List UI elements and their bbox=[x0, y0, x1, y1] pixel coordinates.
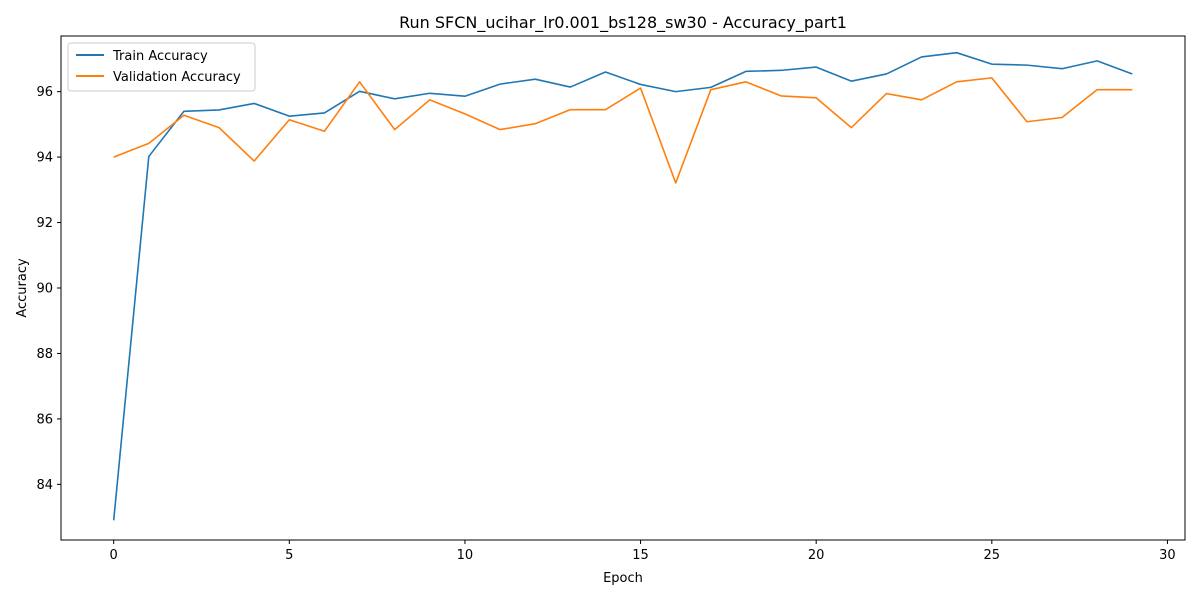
train-accuracy-line bbox=[112, 51, 1133, 521]
series-layer bbox=[112, 51, 1133, 521]
y-tick-label: 86 bbox=[36, 412, 53, 427]
y-tick-label: 92 bbox=[36, 216, 53, 231]
x-tick-label: 30 bbox=[1159, 548, 1176, 563]
x-axis-ticks: 0 5 10 15 20 25 30 bbox=[110, 540, 1176, 563]
y-tick-label: 94 bbox=[36, 151, 53, 166]
x-tick-label: 10 bbox=[457, 548, 474, 563]
y-axis-label: Accuracy bbox=[15, 258, 30, 318]
legend-box bbox=[67, 42, 256, 92]
x-axis-label: Epoch bbox=[603, 571, 643, 586]
validation-accuracy-line bbox=[113, 77, 1133, 184]
chart-title: Run SFCN_ucihar_lr0.001_bs128_sw30 - Acc… bbox=[399, 13, 847, 33]
x-tick-label: 5 bbox=[285, 548, 293, 563]
legend: Train Accuracy Validation Accuracy bbox=[67, 42, 256, 92]
y-tick-label: 84 bbox=[36, 478, 53, 493]
x-tick-label: 15 bbox=[632, 548, 649, 563]
legend-label-validation: Validation Accuracy bbox=[113, 70, 241, 85]
plot-area bbox=[60, 35, 1186, 541]
y-axis-ticks: 84 86 88 90 92 94 96 bbox=[36, 85, 61, 493]
y-tick-label: 96 bbox=[36, 85, 53, 100]
y-tick-label: 90 bbox=[36, 282, 53, 297]
x-tick-label: 25 bbox=[984, 548, 1001, 563]
x-tick-label: 0 bbox=[110, 548, 118, 563]
y-tick-label: 88 bbox=[36, 347, 53, 362]
axes-frame bbox=[60, 35, 1186, 541]
x-tick-label: 20 bbox=[808, 548, 825, 563]
legend-label-train: Train Accuracy bbox=[112, 49, 208, 64]
